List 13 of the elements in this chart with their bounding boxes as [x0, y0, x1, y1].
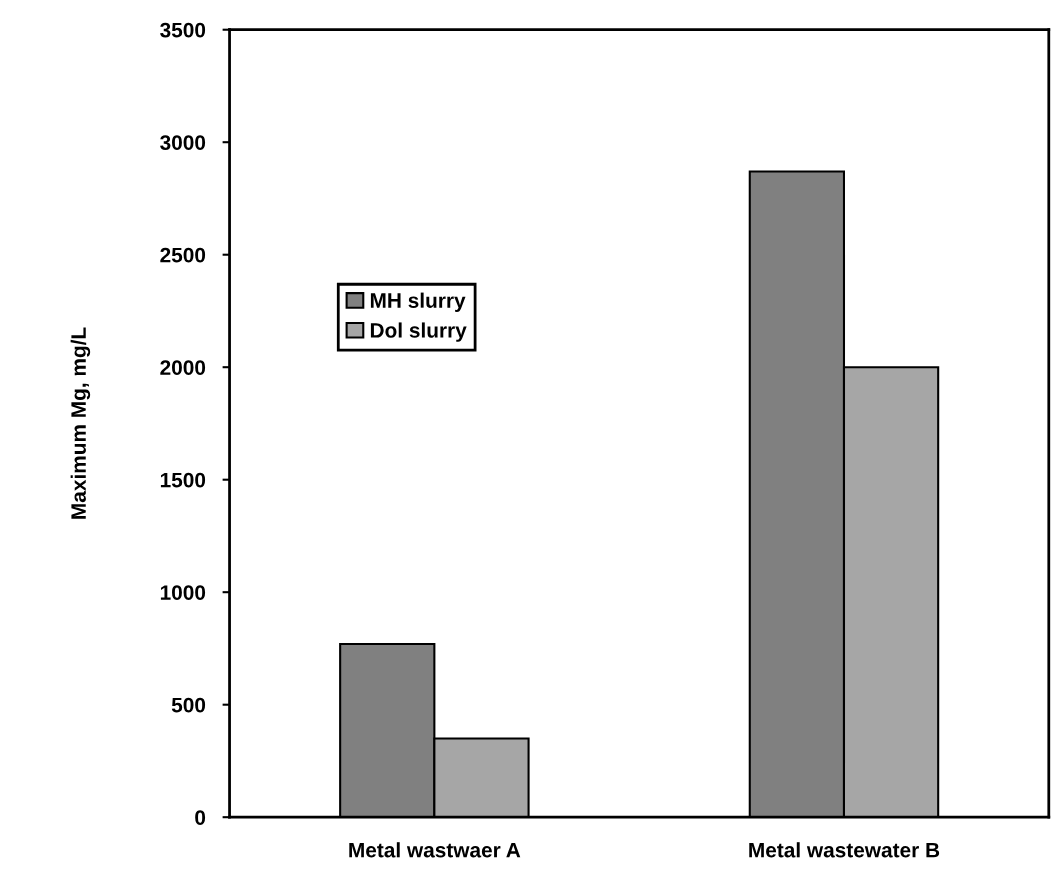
y-tick-label: 0	[195, 810, 206, 825]
y-tick-label: 1000	[160, 585, 206, 600]
y-tick-label: 2500	[160, 247, 206, 263]
y-tick-label: 3000	[160, 135, 206, 150]
y-tick-label: 2000	[160, 360, 206, 375]
legend-label: Dol slurry	[370, 322, 467, 342]
y-axis-title: Maximum Mg, mg/L	[70, 327, 91, 519]
x-tick-label: Metal wastwaer A	[349, 842, 521, 858]
legend-label: MH slurry	[370, 292, 466, 312]
y-tick-label: 3500	[160, 22, 206, 38]
x-tick-label: Metal wastewater B	[749, 842, 940, 858]
y-tick-label: 1500	[160, 472, 206, 488]
y-tick-label: 500	[171, 697, 206, 713]
